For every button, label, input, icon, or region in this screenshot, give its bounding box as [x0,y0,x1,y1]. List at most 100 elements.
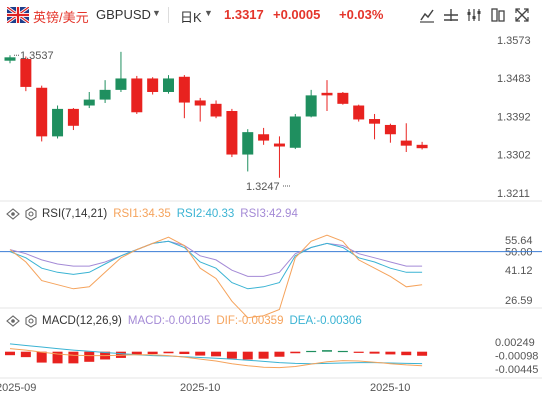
macd-histogram-bar [417,351,428,356]
rsi-axis-tick-label: 55.64 [505,235,533,247]
candle-body [384,124,396,135]
candle-body [83,99,95,106]
candle-body [99,89,111,100]
x-axis-label: 2025-10 [370,382,410,394]
fullscreen-button[interactable] [512,5,532,25]
candle-body [305,95,317,117]
rsi-axis-tick-label: 41.12 [505,265,533,277]
header-divider [168,7,169,23]
macd-histogram-bar [36,351,47,363]
timeframe-dropdown-caret-icon[interactable]: ▼ [204,8,213,18]
candle-body [4,57,16,61]
symbol-dropdown-caret-icon[interactable]: ▼ [152,8,161,18]
candle-body [210,103,222,117]
dea-value: DEA:-0.00306 [289,315,362,327]
macd-histogram-bar [353,351,364,353]
candle-body [36,87,48,137]
candle-body [194,100,206,106]
rsi3-line [9,240,423,277]
dea-line [9,343,423,365]
candle-body [67,108,79,126]
price-axis-tick-label: 1.3573 [497,35,531,47]
candle-body [273,143,285,147]
candle-body [416,144,428,149]
macd-axis-tick-label: -0.00445 [495,364,538,376]
macd-axis-tick-label: -0.00098 [495,351,538,363]
candle-body [258,134,270,141]
macd-histogram-bar [5,351,15,356]
timeframe-selector[interactable]: 日K [180,10,202,25]
macd-value: MACD:-0.00105 [127,315,211,327]
rsi1-value: RSI1:34.35 [113,208,171,220]
macd-histogram-bar [337,350,348,353]
rsi-name: RSI(7,14,21) [42,208,108,220]
macd-histogram-bar [306,350,317,353]
indicator-settings-icon [467,9,481,21]
price-axis-tick-label: 1.3392 [497,112,531,124]
price-axis-tick-label: 1.3302 [497,150,531,162]
rsi1-line [9,234,423,319]
macd-histogram-bar [274,351,285,357]
x-axis-label: 2025-10 [180,382,220,394]
macd-histogram-bar [258,351,269,359]
x-axis-label: 2025-09 [0,382,36,394]
settings-gear-icon[interactable] [24,314,38,328]
symbol-cn-label[interactable]: 英镑/美元 [33,10,89,25]
macd-histogram-bar [84,351,95,362]
template-icon [491,8,505,22]
indicator-settings-button[interactable] [464,5,484,25]
candle-body [321,92,333,96]
macd-histogram-bar [163,351,174,354]
candle-body [147,78,159,92]
macd-histogram-bar [20,351,31,358]
fullscreen-icon [515,8,529,22]
dif-value: DIF:-0.00359 [216,315,284,327]
macd-histogram-bar [401,351,412,356]
candle-body [178,76,190,103]
macd-histogram-bar [290,351,301,354]
rsi2-line [9,240,423,290]
rsi-axis-tick-label: 26.59 [505,295,533,307]
rsi3-value: RSI3:42.94 [240,208,298,220]
compare-icon [444,9,458,21]
macd-panel-header: MACD(12,26,9) MACD:-0.00105 DIF:-0.00359… [6,314,362,328]
macd-histogram-bar [179,351,190,355]
macd-histogram-bar [131,351,142,355]
macd-histogram-bar [52,351,63,364]
macd-histogram-bar [369,351,380,354]
settings-gear-icon[interactable] [24,207,38,221]
macd-histogram-bar [322,350,332,352]
price-axis-tick-label: 1.3211 [497,188,530,200]
symbol-code-label[interactable]: GBPUSD [96,7,151,22]
macd-histogram-bar [226,351,237,359]
rsi-axis-tick-label: 50.00 [505,247,533,259]
candle-body [115,78,127,90]
price-change-pct: +0.03% [339,7,384,22]
macd-axis-tick-label: 0.00249 [495,337,535,349]
candle-body [353,105,365,120]
candle-body [163,78,174,92]
eye-icon[interactable] [6,314,20,328]
candle-body [242,132,254,155]
rsi-panel-header: RSI(7,14,21) RSI1:34.35 RSI2:40.33 RSI3:… [6,207,298,221]
price-axis-tick-label: 1.3483 [497,73,531,85]
macd-histogram-bar [195,351,206,356]
eye-icon[interactable] [6,207,20,221]
candle-body [369,119,381,124]
macd-histogram-bar [211,351,222,357]
compare-button[interactable] [441,5,461,25]
uk-flag-icon [7,7,29,23]
candle-body [337,92,349,104]
macd-histogram-bar [147,351,158,355]
template-button[interactable] [488,5,508,25]
price-change: +0.0005 [273,7,321,22]
chart-type-icon [420,9,434,23]
macd-histogram-bar [385,351,396,355]
candle-body [131,78,143,113]
last-price: 1.3317 [224,7,264,22]
macd-name: MACD(12,26,9) [42,315,122,327]
candle-body [289,116,301,148]
chart-type-button[interactable] [417,5,437,25]
